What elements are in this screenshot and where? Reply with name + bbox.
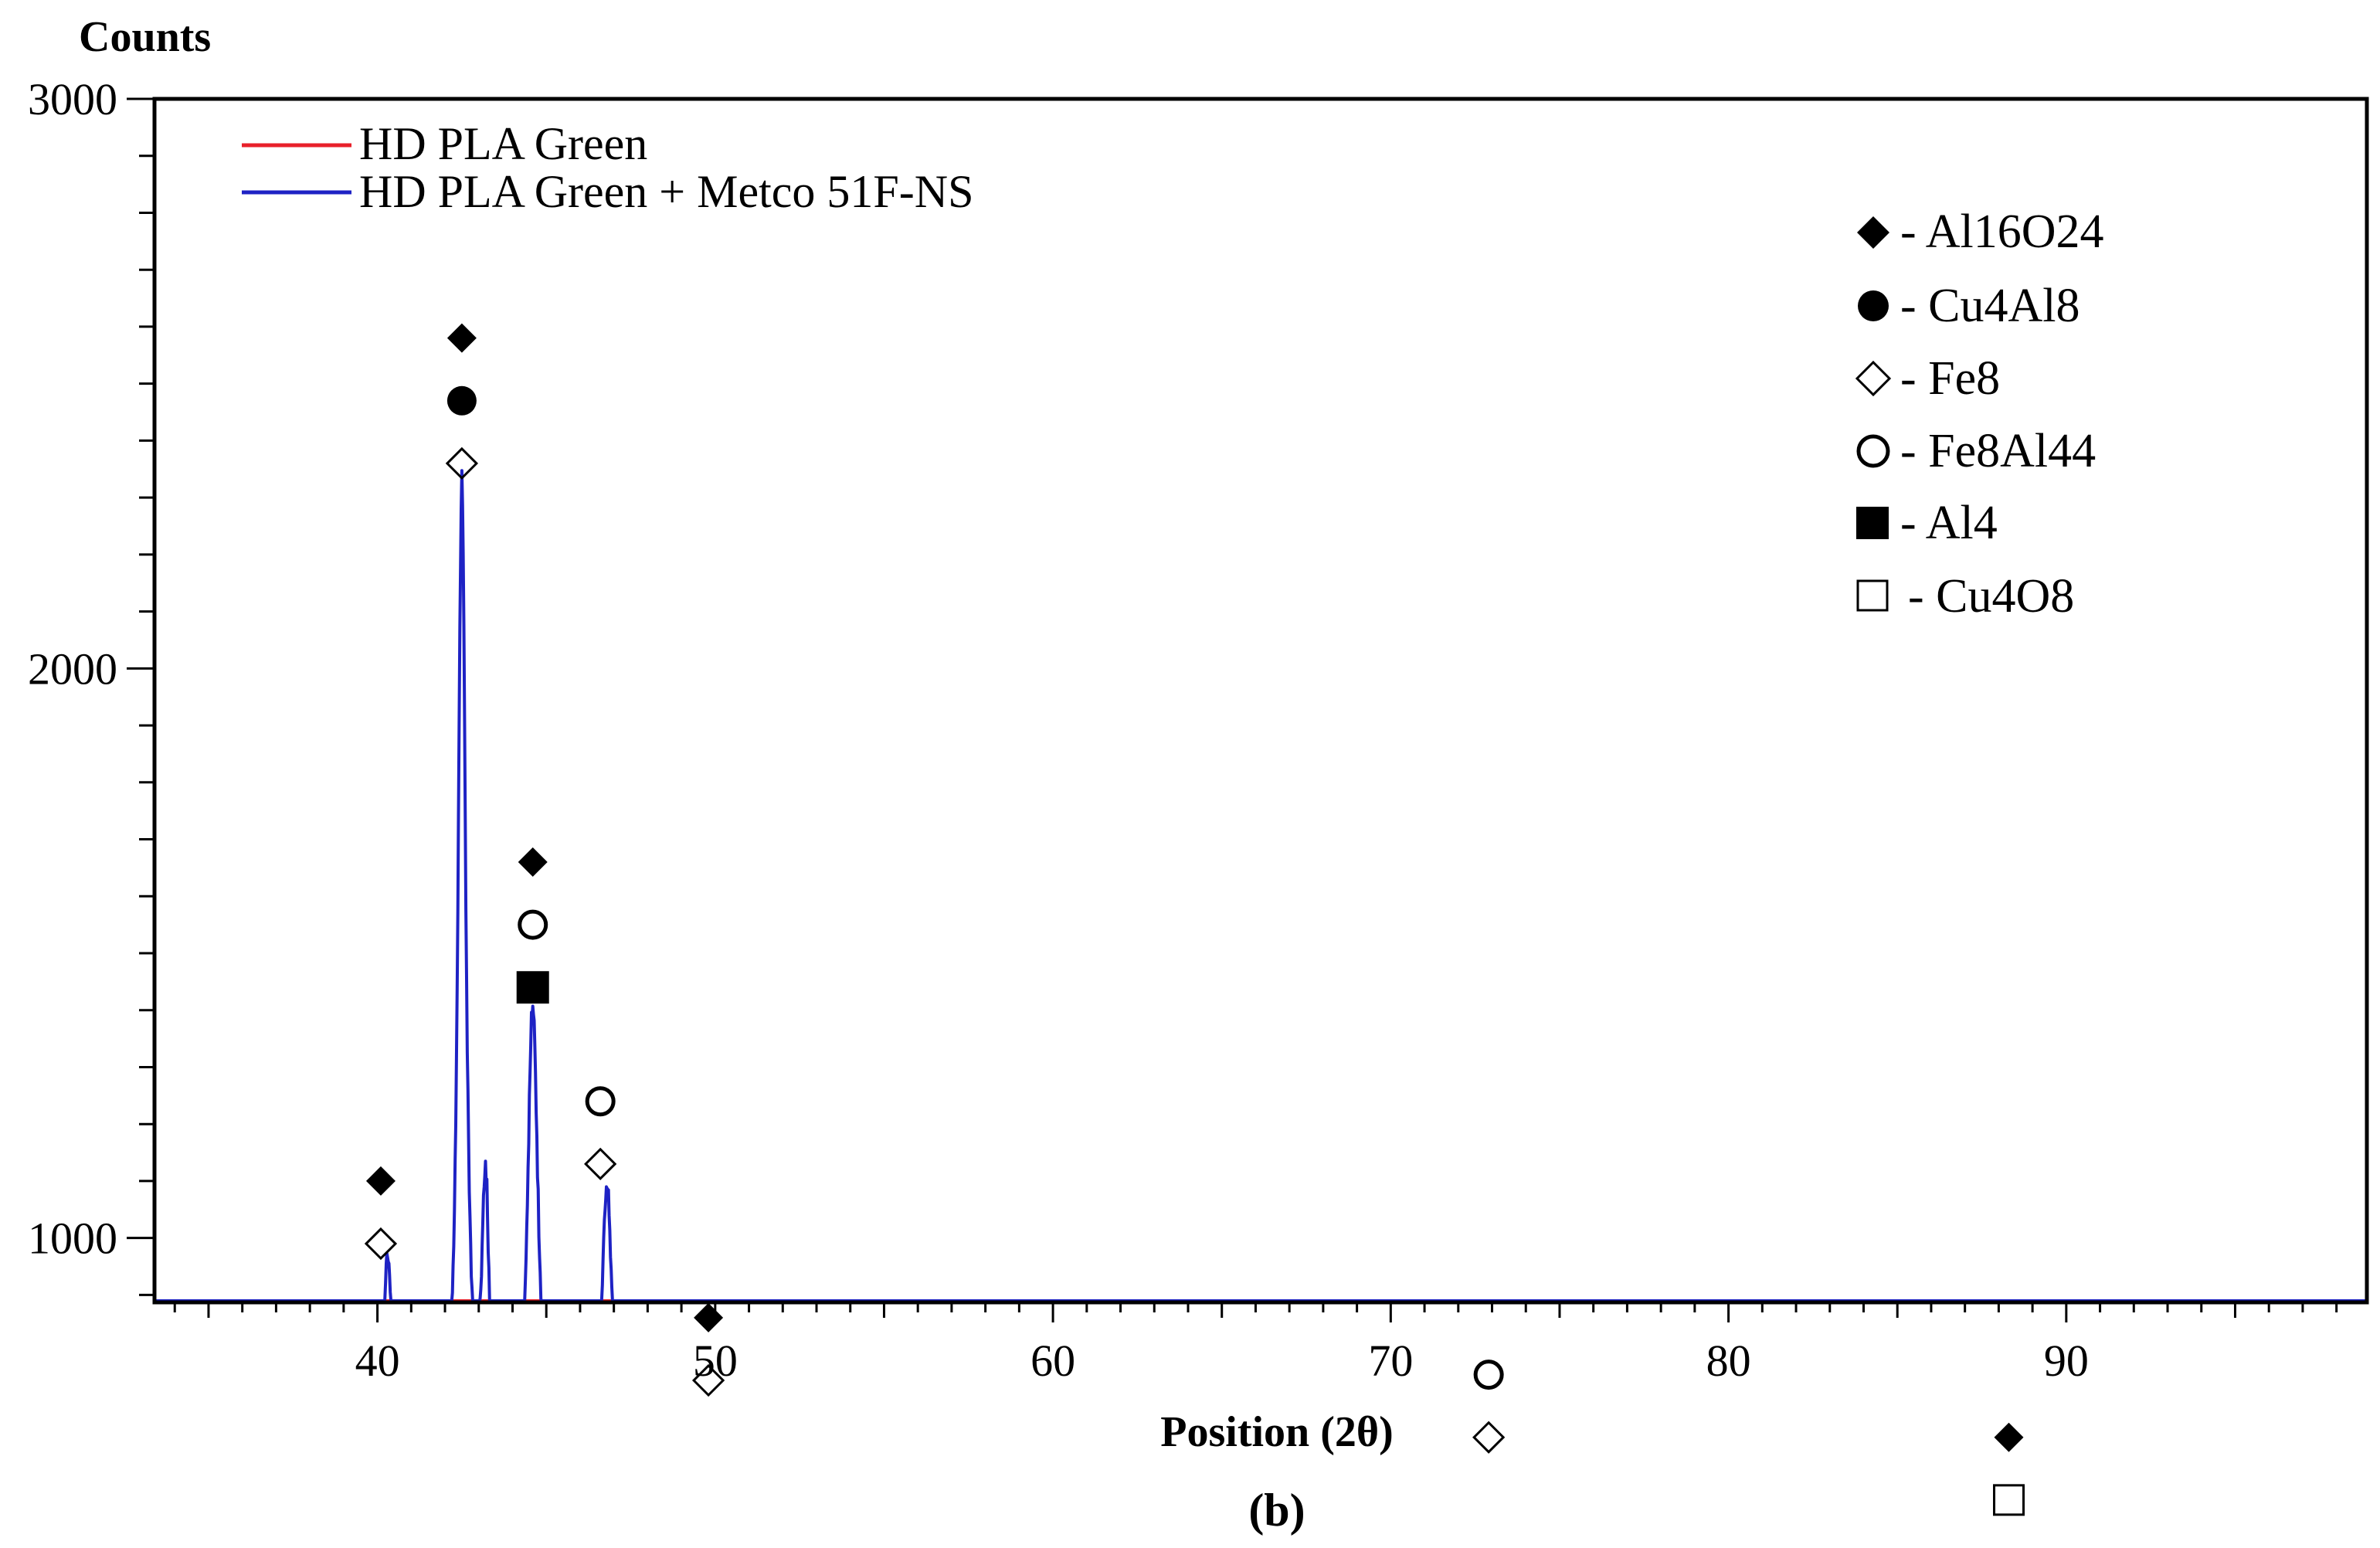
open-diamond-icon [1855, 360, 1892, 397]
phase-legend-item-cu4o8: - Cu4O8 [1856, 570, 2074, 623]
y-axis: 1000 2000 3000 [28, 74, 154, 1296]
peak-marker-al4-filled-square-icon [516, 971, 549, 1004]
peak-marker-fe8-open-diamond-icon [1472, 1421, 1506, 1454]
x-tick-label: 50 [693, 1336, 738, 1386]
x-tick-label: 70 [1368, 1336, 1413, 1386]
phase-legend-item-al4: - Al4 [1856, 497, 1998, 549]
peak-marker-cu4o8-open-square-icon [1993, 1484, 2025, 1516]
phase-label-fe8: - Fe8 [1900, 352, 2000, 405]
peak-marker-al16o24-filled-diamond-icon [446, 323, 477, 353]
peak-marker-fe8-open-diamond-icon [445, 446, 479, 480]
legend-label-hd-pla-green-metco: HD PLA Green + Metco 51F-NS [359, 166, 973, 217]
figure-caption: (b) [1248, 1485, 1305, 1536]
peak-marker-fe8-open-diamond-icon [584, 1147, 617, 1180]
open-circle-icon [1856, 434, 1890, 468]
peak-marker-fe8-open-diamond-icon [691, 1363, 725, 1397]
y-axis-title: Counts [79, 13, 211, 61]
peak-marker-cu4al8-filled-circle-icon [446, 385, 477, 416]
phase-label-al4: - Al4 [1900, 497, 1998, 549]
phase-label-fe8al44: - Fe8Al44 [1900, 425, 2096, 477]
x-axis-title: Position (2θ) [1160, 1408, 1393, 1456]
filled-circle-icon [1858, 290, 1889, 321]
phase-label-al16o24: - Al16O24 [1900, 205, 2104, 258]
filled-square-icon [1856, 507, 1889, 539]
peak-marker-fe8al44-open-circle-icon [518, 909, 548, 940]
peak-marker-layer [364, 323, 2025, 1516]
x-tick-label: 40 [355, 1336, 400, 1386]
phase-legend-item-al16o24: - Al16O24 [1857, 205, 2104, 258]
plot-frame [152, 97, 2369, 1305]
phase-legend-item-fe8: - Fe8 [1855, 352, 2000, 405]
phase-legend-item-cu4al8: - Cu4Al8 [1858, 280, 2080, 332]
x-axis: 40 50 60 70 80 90 [173, 1302, 2338, 1386]
open-square-icon [1856, 579, 1889, 612]
x-tick-label: 80 [1706, 1336, 1751, 1386]
phase-legend: - Al16O24 - Cu4Al8 - Fe8 - Fe8Al44 - Al4… [1855, 205, 2104, 623]
peak-marker-al16o24-filled-diamond-icon [694, 1302, 724, 1332]
phase-legend-item-fe8al44: - Fe8Al44 [1856, 425, 2096, 477]
peak-marker-fe8al44-open-circle-icon [1473, 1360, 1504, 1390]
x-tick-label: 90 [2044, 1336, 2089, 1386]
x-tick-label: 60 [1030, 1336, 1075, 1386]
y-tick-label: 1000 [28, 1214, 117, 1264]
y-tick-label: 3000 [28, 74, 117, 124]
phase-label-cu4o8: - Cu4O8 [1908, 570, 2074, 623]
legend-label-hd-pla-green: HD PLA Green [359, 118, 647, 169]
series-legend: HD PLA Green HD PLA Green + Metco 51F-NS [242, 118, 973, 217]
phase-label-cu4al8: - Cu4Al8 [1900, 280, 2080, 332]
peak-marker-al16o24-filled-diamond-icon [518, 847, 548, 878]
filled-diamond-icon [1857, 216, 1889, 249]
peak-marker-al16o24-filled-diamond-icon [365, 1166, 396, 1196]
peak-marker-fe8-open-diamond-icon [364, 1227, 398, 1261]
peak-marker-fe8al44-open-circle-icon [585, 1086, 616, 1117]
y-tick-label: 2000 [28, 643, 117, 694]
peak-marker-al16o24-filled-diamond-icon [1994, 1422, 2024, 1452]
